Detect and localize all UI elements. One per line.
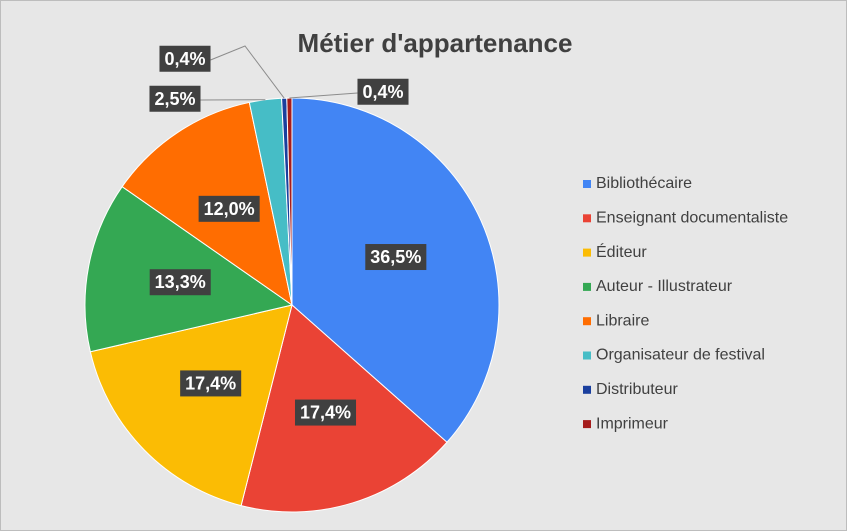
data-label-box bbox=[294, 399, 357, 426]
legend-label: Distributeur bbox=[596, 381, 678, 398]
legend-swatch bbox=[583, 420, 591, 429]
legend-label: Imprimeur bbox=[596, 415, 669, 432]
legend-label: Libraire bbox=[596, 312, 649, 329]
legend-label: Enseignant documentaliste bbox=[596, 210, 788, 227]
legend-swatch bbox=[583, 282, 591, 291]
legend-swatch bbox=[583, 248, 591, 257]
pie-slice bbox=[291, 97, 500, 443]
data-label-box bbox=[365, 244, 427, 271]
data-label-box bbox=[159, 45, 211, 72]
data-label-box bbox=[149, 269, 211, 296]
legend-swatch bbox=[583, 317, 591, 326]
data-label: 17,4% bbox=[300, 403, 351, 423]
data-label-box bbox=[180, 370, 242, 397]
legend-swatch bbox=[583, 180, 591, 188]
legend-label: Bibliothécaire bbox=[596, 175, 692, 192]
chart-title: Métier d'appartenance bbox=[298, 28, 573, 58]
leader-line bbox=[210, 45, 285, 99]
leader-line bbox=[289, 92, 358, 99]
legend-label: Éditeur bbox=[596, 242, 647, 261]
data-label: 0,4% bbox=[362, 82, 403, 102]
legend-label: Organisateur de festival bbox=[596, 347, 765, 364]
legend-label: Auteur - Illustrateur bbox=[596, 278, 733, 295]
data-label: 2,5% bbox=[154, 89, 195, 109]
data-label: 12,0% bbox=[204, 199, 255, 219]
data-label: 0,4% bbox=[164, 49, 205, 69]
pie-slice bbox=[89, 304, 293, 507]
legend-swatch bbox=[583, 351, 591, 360]
data-label-box bbox=[198, 195, 260, 222]
legend-swatch bbox=[583, 214, 591, 223]
data-label: 36,5% bbox=[370, 247, 421, 267]
data-label: 17,4% bbox=[185, 373, 236, 393]
data-label: 13,3% bbox=[155, 272, 206, 292]
legend-swatch bbox=[583, 385, 591, 394]
data-label-box bbox=[149, 85, 201, 112]
data-label-box bbox=[357, 78, 409, 105]
